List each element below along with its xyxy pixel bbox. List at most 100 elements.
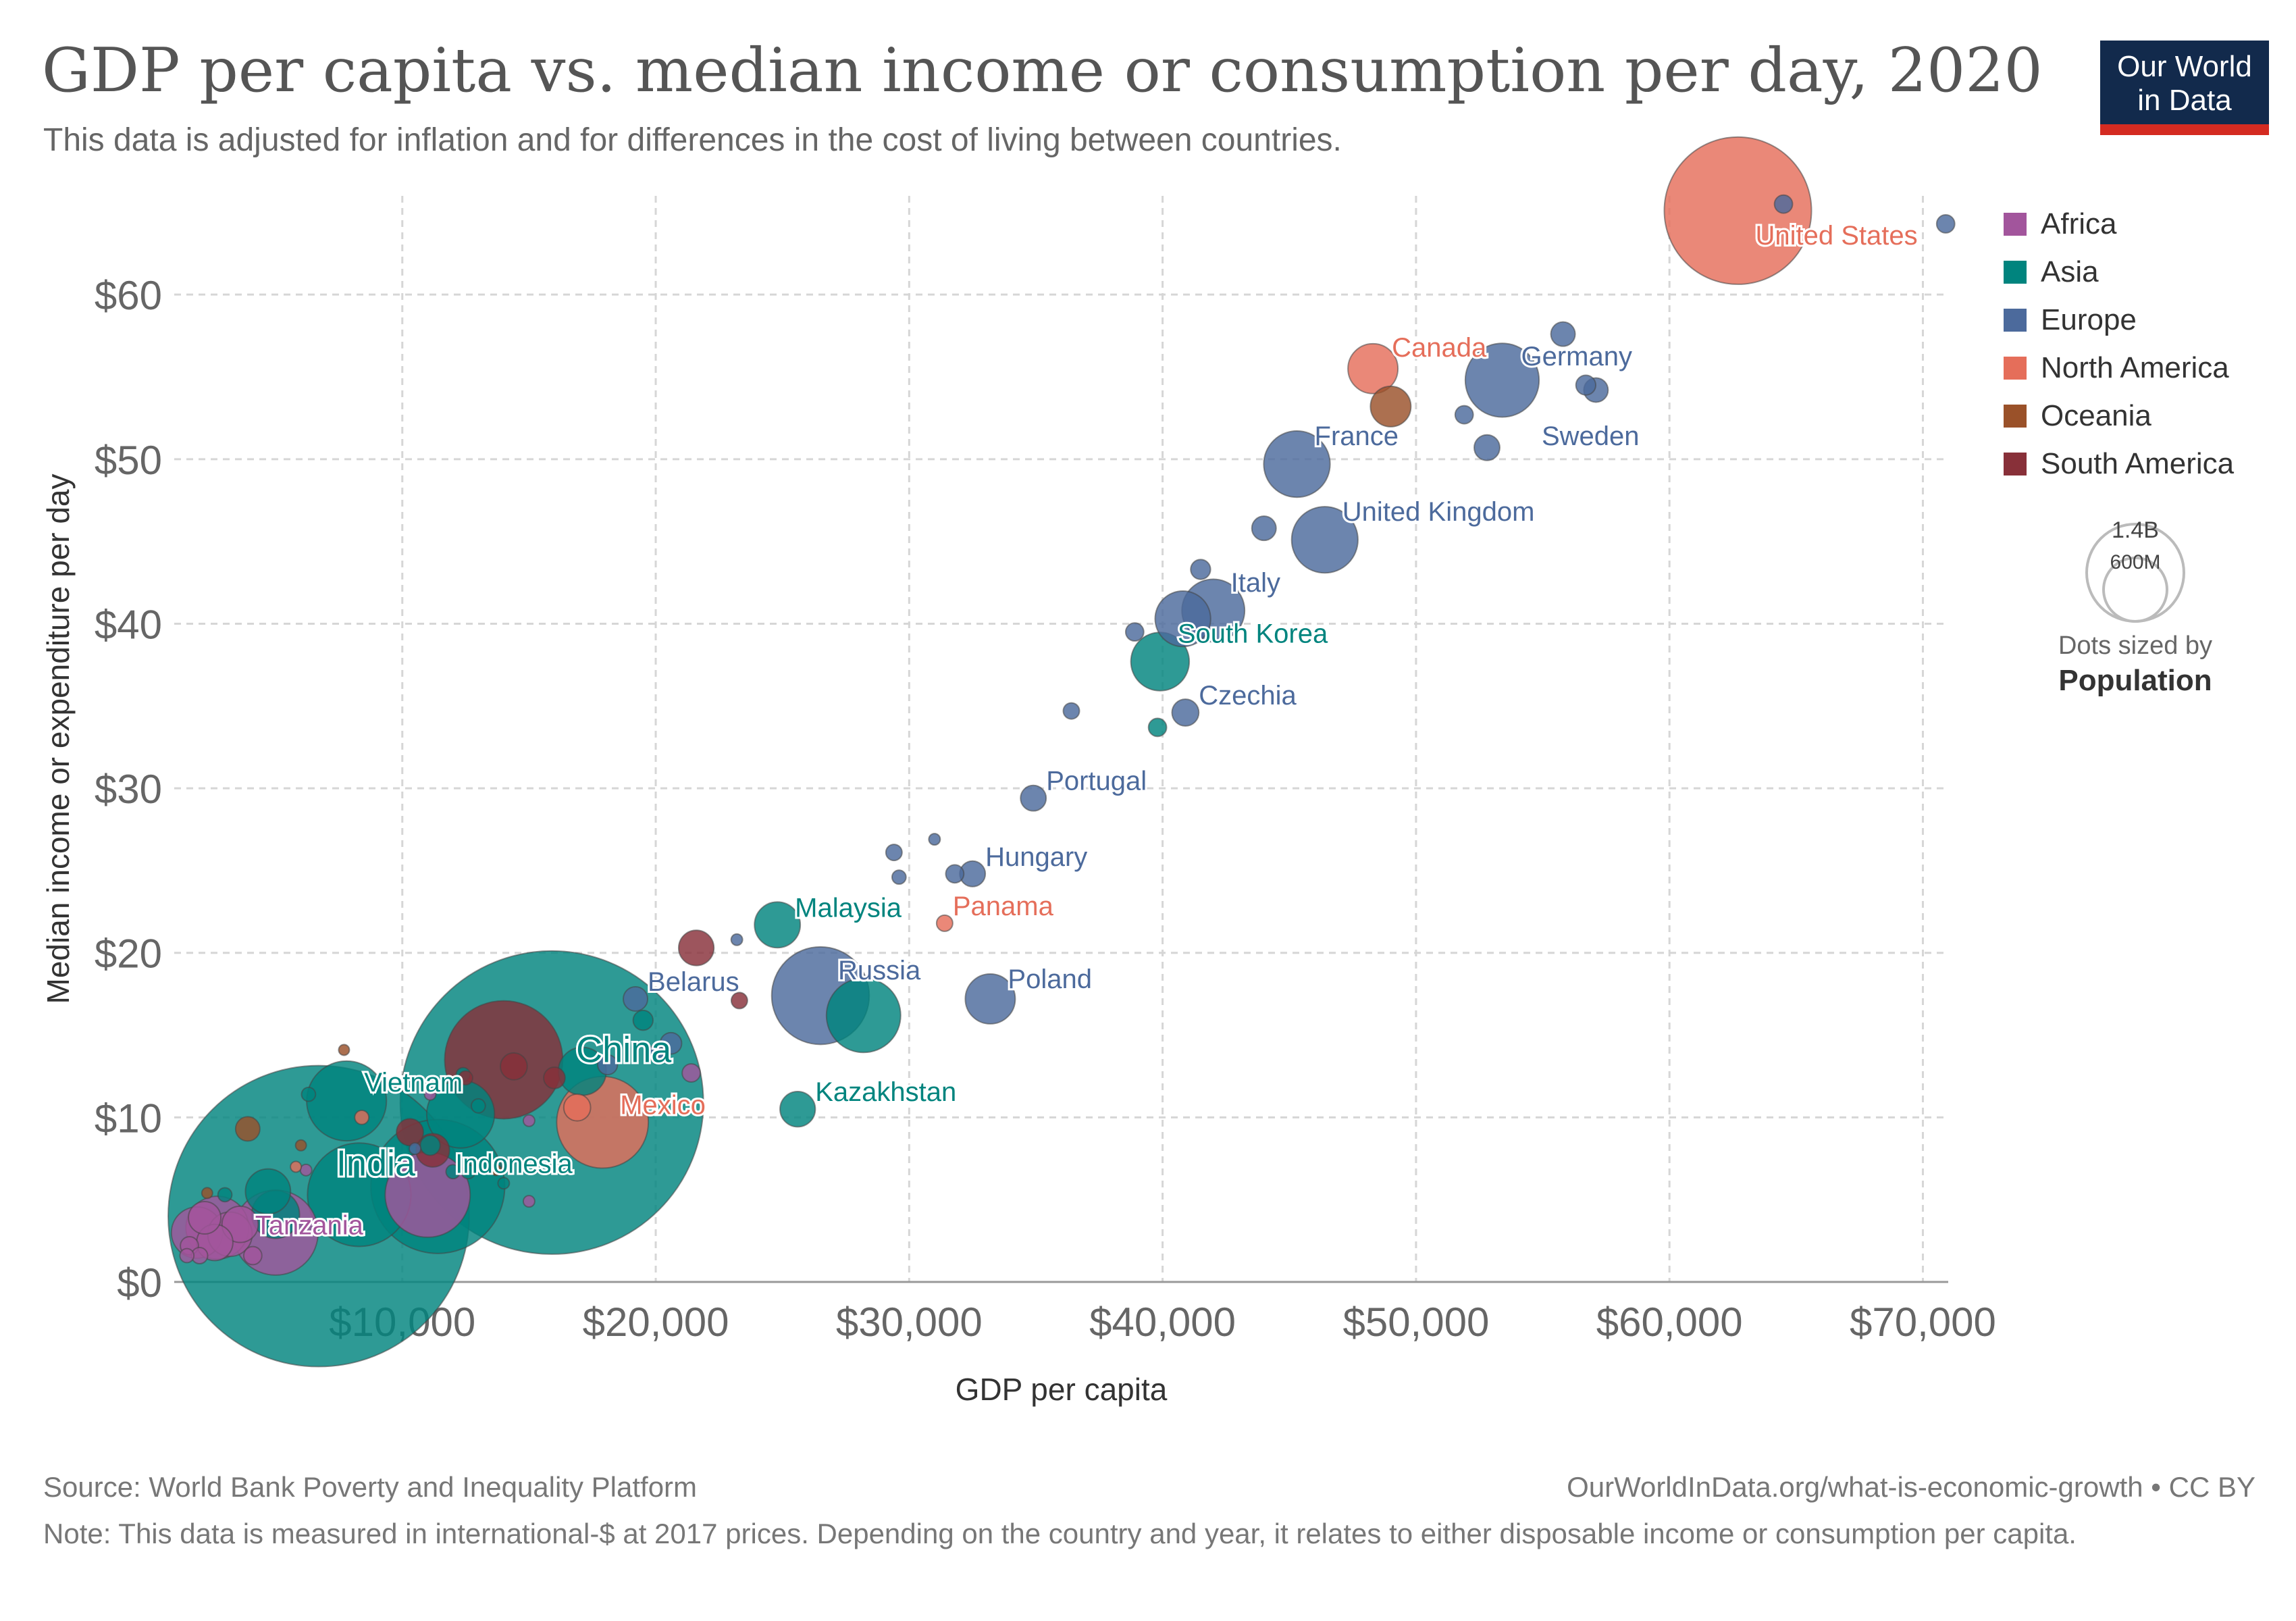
data-point xyxy=(964,973,1016,1025)
data-point xyxy=(499,1052,528,1081)
data-point xyxy=(677,929,715,967)
x-tick-label: $70,000 xyxy=(1850,1300,1996,1345)
point-label: Canada xyxy=(1392,333,1487,363)
point-label: Kazakhstan xyxy=(815,1077,956,1107)
data-point xyxy=(290,1160,303,1173)
size-legend-value: 600M xyxy=(2110,551,2160,573)
data-point xyxy=(597,1054,619,1076)
footnote: Note: This data is measured in internati… xyxy=(43,1518,2077,1549)
data-point xyxy=(522,1114,536,1127)
data-point xyxy=(1454,405,1474,425)
data-point xyxy=(188,1200,222,1235)
data-point xyxy=(928,833,941,846)
data-point xyxy=(681,1063,701,1083)
point-label: India xyxy=(336,1143,416,1184)
source-note: Source: World Bank Poverty and Inequalit… xyxy=(43,1471,698,1503)
point-label: United Kingdom xyxy=(1342,497,1535,527)
data-point xyxy=(458,1070,473,1086)
data-point xyxy=(623,985,649,1012)
y-tick-label: $60 xyxy=(95,273,162,318)
point-label: Indonesia xyxy=(455,1150,573,1179)
point-label: China xyxy=(576,1029,672,1070)
point-label: United States xyxy=(1756,221,1918,251)
owid-logo[interactable]: Our World in Data xyxy=(2100,41,2269,135)
y-tick-label: $20 xyxy=(95,931,162,977)
data-point xyxy=(522,1195,536,1208)
data-point xyxy=(419,1135,441,1156)
data-point xyxy=(885,844,903,862)
point-label: Tanzania xyxy=(255,1211,364,1241)
data-point xyxy=(490,1164,502,1177)
data-point xyxy=(1935,214,1956,234)
point-label: Russia xyxy=(838,956,921,985)
point-label: South Korea xyxy=(1178,619,1328,648)
data-point xyxy=(1550,321,1576,347)
legend-swatch xyxy=(2004,357,2027,380)
data-point xyxy=(1190,559,1211,580)
y-tick-label: $30 xyxy=(95,767,162,812)
data-point xyxy=(294,1139,307,1152)
size-legend-variable: Population xyxy=(2058,664,2212,697)
data-point xyxy=(825,977,902,1054)
data-point xyxy=(338,1044,350,1056)
point-label: France xyxy=(1315,421,1399,451)
logo-line-2: in Data xyxy=(2137,84,2232,117)
data-point xyxy=(754,901,802,949)
point-label: Hungary xyxy=(985,842,1087,872)
data-point xyxy=(445,1164,461,1180)
data-point xyxy=(543,1066,566,1089)
y-tick-label: $40 xyxy=(95,602,162,647)
data-point xyxy=(1347,342,1399,394)
data-point xyxy=(1251,515,1277,542)
data-point xyxy=(935,914,954,932)
data-point xyxy=(1171,698,1200,727)
data-point xyxy=(1147,717,1168,738)
data-point xyxy=(354,1109,370,1125)
data-point xyxy=(1773,194,1794,214)
y-tick-label: $50 xyxy=(95,438,162,483)
data-point xyxy=(563,1093,592,1122)
y-tick-label: $0 xyxy=(117,1260,162,1306)
source-url[interactable]: OurWorldInData.org/what-is-economic-grow… xyxy=(1567,1471,2255,1503)
legend-label: South America xyxy=(2041,447,2235,480)
data-point xyxy=(423,1087,437,1101)
data-point xyxy=(301,1086,317,1102)
point-label: Malaysia xyxy=(795,893,902,923)
data-point xyxy=(234,1116,261,1142)
data-point xyxy=(1663,136,1812,285)
data-point xyxy=(1124,622,1145,642)
data-point xyxy=(659,1031,683,1055)
legend-label: Europe xyxy=(2041,303,2137,336)
legend-label: Asia xyxy=(2041,255,2099,288)
x-tick-label: $40,000 xyxy=(1089,1300,1236,1345)
point-label: Germany xyxy=(1521,342,1632,371)
data-point xyxy=(1263,430,1331,498)
point-label: Czechia xyxy=(1199,681,1297,711)
point-label: Portugal xyxy=(1046,767,1147,796)
size-legend-caption: Dots sized by xyxy=(2058,632,2212,660)
data-point xyxy=(299,1163,313,1177)
point-label: Poland xyxy=(1008,964,1092,994)
y-tick-label: $10 xyxy=(95,1096,162,1141)
legend-swatch xyxy=(2004,453,2027,475)
data-point xyxy=(460,1164,476,1180)
size-legend-value: 1.4B xyxy=(2112,517,2159,543)
point-label: Panama xyxy=(953,892,1054,921)
data-point xyxy=(1290,506,1359,574)
size-legend-circle-small xyxy=(2102,557,2168,623)
x-axis-title: GDP per capita xyxy=(956,1372,1168,1407)
legend-label: Oceania xyxy=(2041,399,2151,432)
data-point xyxy=(470,1098,486,1114)
legend-swatch xyxy=(2004,405,2027,428)
point-label: Vietnam xyxy=(364,1068,463,1098)
data-point xyxy=(201,1187,213,1200)
data-point xyxy=(244,1168,292,1215)
legend-label: North America xyxy=(2041,351,2229,384)
data-point xyxy=(1020,784,1047,812)
data-point xyxy=(1369,385,1412,428)
data-point xyxy=(891,869,907,885)
x-tick-label: $50,000 xyxy=(1342,1300,1489,1345)
legend-swatch xyxy=(2004,213,2027,236)
data-point xyxy=(409,1142,422,1156)
